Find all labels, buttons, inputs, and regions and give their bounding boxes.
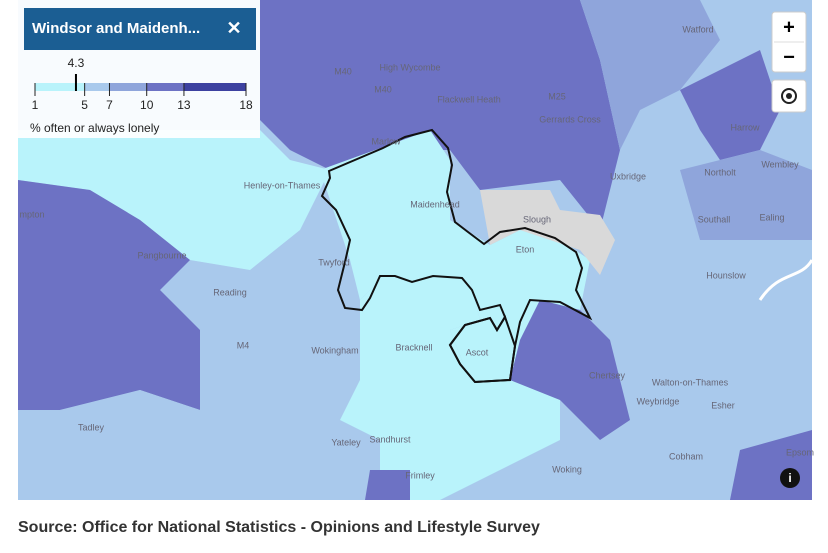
place-label: Weybridge <box>637 396 680 406</box>
place-label: M40 <box>334 66 352 76</box>
panel-header <box>24 8 256 50</box>
place-label: Chertsey <box>589 370 626 380</box>
region <box>18 390 230 500</box>
place-label: Frimley <box>405 470 435 480</box>
region <box>18 180 200 410</box>
region <box>18 130 330 270</box>
place-label: Flackwell Heath <box>437 94 501 104</box>
place-label: Ascot <box>466 347 489 357</box>
place-label: Maidenhead <box>410 199 460 209</box>
panel-title: Windsor and Maidenh... <box>32 20 200 37</box>
legend-tick-label: 1 <box>32 98 39 112</box>
place-label: Epsom <box>786 447 814 457</box>
place-label: Pangbourne <box>137 250 186 260</box>
place-label: High Wycombe <box>380 62 441 72</box>
place-label: Yateley <box>331 437 361 447</box>
place-label: Woking <box>552 464 582 474</box>
place-label: Watford <box>682 24 713 34</box>
place-label: Uxbridge <box>610 171 646 181</box>
place-label: M40 <box>374 84 392 94</box>
region <box>260 0 620 230</box>
region <box>580 0 720 150</box>
legend-value: 4.3 <box>68 56 85 70</box>
legend-tick-label: 5 <box>81 98 88 112</box>
legend-bin <box>35 83 85 91</box>
place-label: Tadley <box>78 422 105 432</box>
legend-label: % often or always lonely <box>30 121 159 135</box>
close-button[interactable]: ✕ <box>226 18 241 38</box>
source: Source: Office for National Statistics -… <box>18 519 540 536</box>
region <box>340 280 560 500</box>
place-label: Hounslow <box>706 270 746 280</box>
slough-area <box>480 190 615 275</box>
place-label: Eton <box>516 244 535 254</box>
legend-tick-label: 10 <box>140 98 154 112</box>
place-label: Harrow <box>730 122 760 132</box>
river <box>758 259 814 301</box>
legend-bin <box>109 83 147 91</box>
place-label: Henley-on-Thames <box>244 180 321 190</box>
region <box>680 150 812 240</box>
ascot-boundary <box>448 314 517 384</box>
zoom-out[interactable]: − <box>783 46 795 68</box>
place-label: Esher <box>711 400 735 410</box>
legend-bin <box>84 83 110 91</box>
legend: 1 5 7 10 13 18 4.3 <box>32 56 253 112</box>
legend-tick-label: 7 <box>106 98 113 112</box>
place-label: Northolt <box>704 167 736 177</box>
place-label: Walton-on-Thames <box>652 377 729 387</box>
region <box>680 50 780 160</box>
place-label: Ealing <box>759 212 784 222</box>
zoom-in[interactable]: + <box>783 16 795 38</box>
region <box>510 300 630 440</box>
place-label: Gerrards Cross <box>539 114 601 124</box>
legend-bin <box>146 83 184 91</box>
place-label: Bracknell <box>395 342 432 352</box>
place-label: Southall <box>698 214 731 224</box>
place-label: M4 <box>237 340 250 350</box>
info-button[interactable] <box>780 468 800 488</box>
place-label: Slough <box>523 214 551 224</box>
locate-icon <box>781 88 797 104</box>
place-label: Cobham <box>669 451 703 461</box>
info-icon: i <box>788 471 791 485</box>
place-label: Sandhurst <box>369 434 411 444</box>
place-label: Wembley <box>761 159 799 169</box>
locate-icon-dot <box>786 93 792 99</box>
place-label: M25 <box>548 91 566 101</box>
place-label: Marlow <box>371 136 401 146</box>
legend-bin <box>183 83 246 91</box>
map <box>18 0 814 500</box>
place-label: mpton <box>19 209 44 219</box>
place-label: Reading <box>213 287 247 297</box>
legend-tick-label: 13 <box>177 98 191 112</box>
legend-tick-label: 18 <box>239 98 253 112</box>
place-label: Twyford <box>318 257 350 267</box>
region <box>365 470 410 500</box>
place-label: Wokingham <box>311 345 358 355</box>
place-labels: M40 High Wycombe M40 Flackwell Heath M25 Watf… <box>19 24 814 480</box>
